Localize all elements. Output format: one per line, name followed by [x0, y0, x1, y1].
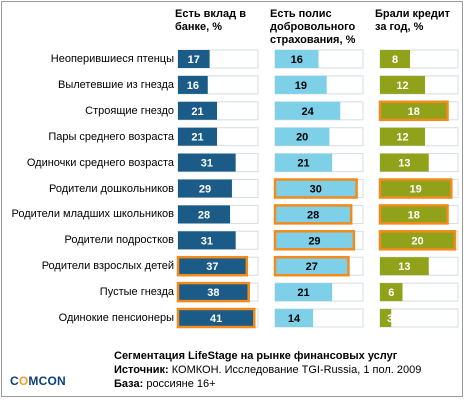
bar-value-label: 16 — [291, 54, 303, 66]
bar — [275, 50, 319, 68]
bar-value-label: 18 — [408, 106, 420, 118]
column-header-insurance: Есть полис добровольного страхования, % — [270, 8, 356, 46]
bar-value-label: 31 — [201, 235, 213, 247]
bar-value-label: 30 — [310, 184, 322, 196]
bar-value-label: 17 — [188, 54, 200, 66]
bar — [176, 307, 256, 329]
bar — [275, 101, 341, 120]
bar-value-label: 14 — [288, 313, 301, 325]
category-label: Пары среднего возраста — [48, 130, 174, 143]
bar-value-label: 38 — [207, 287, 219, 299]
bar-value-label: 21 — [191, 106, 203, 118]
bar-value-label: 3 — [387, 313, 393, 325]
category-label: Родители младших школьников — [11, 208, 174, 221]
bar-value-label: 24 — [302, 106, 315, 118]
category-label: Одинокие пенсионеры — [58, 312, 174, 324]
category-label: Строящие гнездо — [85, 104, 174, 117]
bar — [178, 127, 218, 146]
bar-value-label: 20 — [411, 235, 423, 247]
column-header-credit: Брали кредит за год, % — [375, 8, 451, 33]
bar-value-label: 37 — [206, 261, 218, 273]
bar — [380, 309, 392, 327]
bar — [378, 230, 457, 251]
bar-value-label: 12 — [396, 80, 408, 92]
bar — [273, 230, 356, 251]
bar — [380, 257, 429, 276]
logo-part-3: MCON — [28, 374, 66, 388]
bar — [273, 204, 353, 225]
category-label: Родители дошкольников — [48, 182, 174, 195]
bar — [275, 283, 333, 302]
footer-title: Сегментация LifeStage на рынке финансовы… — [114, 350, 398, 362]
bar — [273, 178, 358, 199]
bar — [176, 281, 250, 303]
bar — [380, 283, 403, 302]
bar-value-label: 6 — [388, 287, 394, 299]
bar — [275, 127, 330, 146]
footer-base-label: База: — [114, 378, 144, 390]
bar-value-label: 31 — [201, 158, 213, 170]
bar — [380, 127, 425, 146]
bar — [178, 50, 210, 68]
bar — [178, 75, 208, 94]
footer-source-text: КОМКОН. Исследование TGI-Russia, 1 пол. … — [168, 364, 422, 376]
bar — [273, 255, 350, 277]
bar — [176, 255, 249, 277]
bar-value-label: 21 — [297, 158, 309, 170]
bar-value-label: 28 — [307, 209, 319, 221]
footer-base-text: россияне 16+ — [143, 378, 216, 390]
category-label: Родители взрослых детей — [41, 260, 174, 273]
bar — [275, 75, 327, 94]
bar — [275, 309, 314, 327]
bar — [380, 50, 410, 68]
bar — [178, 205, 231, 224]
bar — [178, 153, 236, 172]
bar-value-label: 27 — [306, 261, 318, 273]
bar-value-label: 29 — [199, 184, 211, 196]
bar-value-label: 12 — [396, 132, 408, 144]
bar-value-label: 18 — [408, 209, 420, 221]
footer-source: Источник: КОМКОН. Исследование TGI-Russi… — [114, 363, 421, 377]
bar — [378, 204, 449, 225]
category-label: Родители подростков — [64, 234, 174, 247]
category-label: Неоперившиеся птенцы — [50, 53, 174, 65]
bar-value-label: 20 — [296, 132, 308, 144]
bar — [178, 231, 236, 250]
chart-footer: Сегментация LifeStage на рынке финансовы… — [114, 349, 421, 391]
bar — [275, 153, 333, 172]
footer-base: База: россияне 16+ — [114, 377, 421, 391]
bar-value-label: 13 — [398, 158, 410, 170]
bar — [378, 100, 449, 122]
bar-value-label: 19 — [410, 184, 422, 196]
bar — [380, 153, 429, 172]
bar-value-label: 16 — [187, 80, 199, 92]
bar-value-label: 21 — [297, 287, 309, 299]
footer-source-label: Источник: — [114, 364, 169, 376]
comcon-logo: COMCON — [10, 374, 66, 388]
bar — [380, 75, 425, 94]
bar — [378, 178, 453, 199]
bar — [178, 101, 218, 120]
bar — [178, 179, 232, 198]
bar-value-label: 19 — [295, 80, 307, 92]
bar-value-label: 28 — [198, 209, 210, 221]
bar-value-label: 21 — [191, 132, 203, 144]
bar-value-label: 41 — [210, 313, 222, 325]
bar-value-label: 8 — [392, 54, 398, 66]
category-label: Пустые гнезда — [99, 286, 174, 299]
category-label: Вылетевшие из гнезда — [58, 78, 174, 91]
bar-value-label: 29 — [308, 235, 320, 247]
category-label: Одиночки среднего возраста — [26, 156, 174, 169]
bar-value-label: 13 — [398, 261, 410, 273]
column-header-deposit: Есть вклад в банке, % — [175, 8, 246, 33]
logo-part-1: C — [10, 374, 19, 388]
logo-part-2: O — [18, 374, 29, 388]
